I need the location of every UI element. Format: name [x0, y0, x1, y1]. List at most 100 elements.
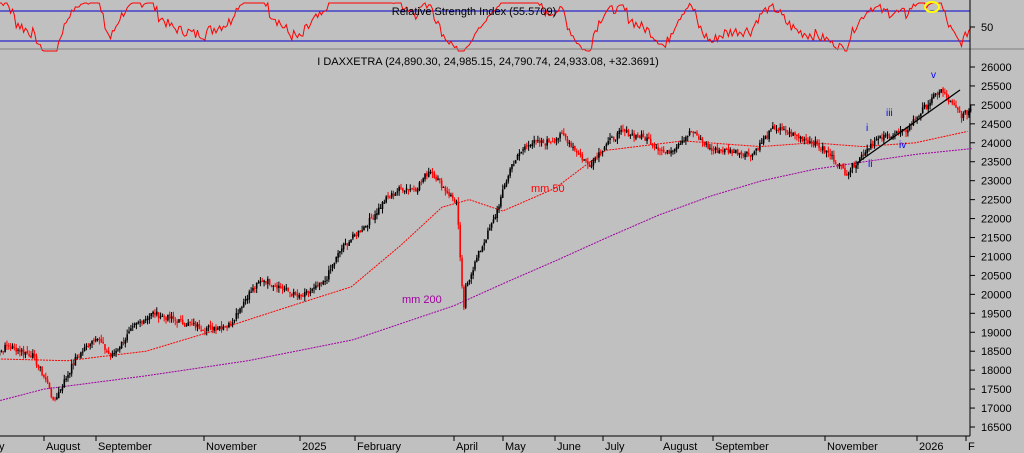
candle-bull — [890, 136, 893, 138]
candle-bull — [377, 207, 380, 215]
candle-bull — [416, 189, 419, 193]
candle-bear — [905, 129, 907, 133]
candle-bull — [424, 173, 426, 180]
candle-bull — [618, 130, 621, 134]
y-tick-label: 17000 — [981, 403, 1012, 415]
candle-bear — [296, 293, 299, 297]
candle-bull — [520, 151, 523, 154]
candle-bear — [596, 157, 598, 159]
candle-bull — [514, 160, 517, 164]
candle-bull — [363, 226, 365, 231]
candle-bull — [409, 188, 412, 191]
candle-bull — [492, 219, 495, 223]
candle-bull — [679, 143, 682, 145]
candle-bull — [488, 228, 491, 231]
candle-bear — [627, 130, 630, 137]
candle-bear — [307, 290, 310, 294]
candle-bull — [866, 148, 868, 154]
candle-bull — [631, 133, 634, 135]
candle-bull — [396, 191, 399, 193]
candle-bull — [938, 92, 941, 95]
candle-bull — [857, 161, 859, 166]
candle-bull — [81, 351, 84, 353]
candle-bull — [616, 132, 619, 140]
candle-bear — [19, 349, 21, 353]
candle-bear — [359, 230, 362, 233]
candle-bull — [537, 140, 539, 142]
candle-bull — [590, 165, 593, 168]
candle-bull — [213, 327, 215, 331]
candle-bear — [561, 132, 563, 134]
candle-bear — [794, 132, 796, 136]
candle-bull — [821, 146, 824, 151]
candle-bull — [694, 132, 696, 134]
candle-bear — [564, 134, 567, 138]
x-tick-label: September — [715, 441, 769, 453]
candle-bear — [945, 93, 948, 98]
candle-bull — [490, 222, 493, 228]
wave-label-i: i — [866, 123, 868, 134]
candle-bear — [966, 110, 968, 115]
candle-bull — [759, 142, 761, 151]
candle-bear — [444, 187, 447, 192]
candle-bear — [661, 149, 663, 151]
candle-bull — [918, 116, 920, 118]
candle-bear — [853, 163, 856, 168]
candle-bull — [379, 207, 382, 209]
candle-bear — [692, 131, 695, 134]
x-tick-label: August — [46, 441, 80, 453]
candle-bull — [39, 366, 42, 368]
chart-title: I DAXXETRA (24,890.30, 24,985.15, 24,790… — [317, 56, 659, 68]
candle-bull — [318, 282, 321, 287]
candle-bull — [442, 186, 445, 188]
candle-bull — [272, 285, 275, 287]
rsi-title: Relative Strength Index (55.5709) — [392, 6, 557, 18]
candle-bear — [570, 143, 572, 147]
candle-bull — [311, 289, 313, 291]
candle-bear — [716, 147, 719, 153]
candle-bull — [670, 150, 672, 154]
candle-bull — [57, 391, 60, 399]
y-tick-label: 21000 — [981, 251, 1012, 263]
candle-bull — [688, 131, 691, 136]
ma-200-label: mm 200 — [402, 294, 442, 306]
candle-bull — [533, 140, 535, 144]
candle-bear — [100, 339, 103, 343]
y-tick-label: 18000 — [981, 365, 1012, 377]
candle-bear — [300, 294, 302, 297]
candle-bull — [383, 202, 386, 204]
candle-bull — [559, 133, 561, 139]
candle-bear — [463, 286, 465, 308]
candle-bear — [649, 138, 652, 145]
candle-bear — [6, 344, 8, 346]
candle-bull — [851, 163, 854, 169]
candle-bear — [722, 150, 724, 153]
candle-bear — [274, 285, 276, 287]
candle-bull — [572, 146, 574, 148]
candle-bear — [827, 150, 830, 153]
candle-bull — [894, 133, 896, 135]
candle-bull — [233, 320, 236, 322]
candle-bull — [222, 326, 225, 330]
x-tick-label: F — [968, 441, 975, 453]
candle-bear — [439, 178, 441, 181]
candle-bear — [420, 181, 423, 183]
candle-bear — [562, 132, 565, 135]
candle-bear — [254, 287, 256, 289]
candle-bull — [130, 328, 132, 331]
candle-bull — [278, 285, 280, 289]
candle-bull — [568, 142, 571, 144]
candle-bull — [877, 138, 880, 140]
candle-bear — [820, 148, 822, 150]
candle-bull — [394, 193, 397, 196]
candle-bull — [620, 130, 622, 132]
x-tick-label: November — [206, 441, 257, 453]
candle-bear — [189, 321, 191, 324]
candle-bear — [535, 140, 537, 142]
candle-bull — [390, 192, 393, 198]
ma-50-label: mm 50 — [531, 183, 565, 195]
candle-bull — [683, 140, 685, 142]
candle-bull — [685, 136, 687, 141]
candle-bear — [209, 325, 212, 327]
candle-bull — [509, 168, 511, 176]
